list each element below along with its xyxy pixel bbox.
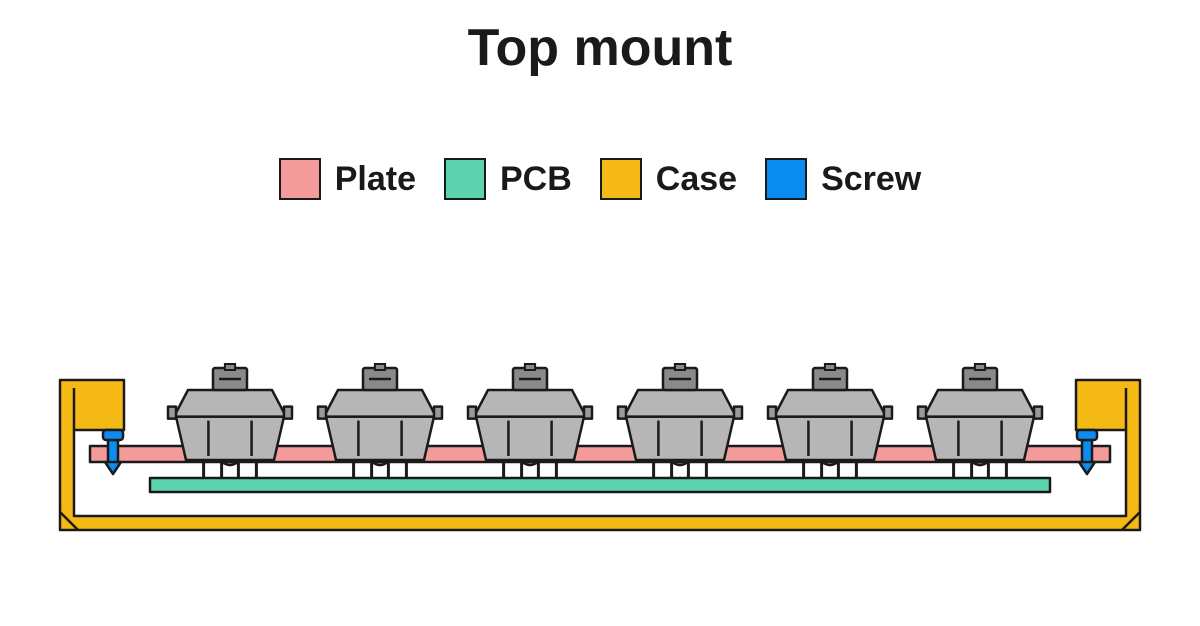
- switch-2: [468, 364, 592, 478]
- legend-item-pcb: PCB: [444, 158, 572, 200]
- switch-5: [918, 364, 1042, 478]
- pcb-swatch: [444, 158, 486, 200]
- legend-item-plate: Plate: [279, 158, 416, 200]
- case-label: Case: [656, 160, 737, 199]
- switch-4: [768, 364, 892, 478]
- switch-3: [618, 364, 742, 478]
- diagram-container: [0, 350, 1200, 550]
- legend-item-case: Case: [600, 158, 737, 200]
- screw-label: Screw: [821, 160, 921, 199]
- legend: Plate PCB Case Screw: [0, 158, 1200, 200]
- mount-diagram: [50, 350, 1150, 550]
- pcb: [150, 478, 1050, 492]
- case-swatch: [600, 158, 642, 200]
- pcb-label: PCB: [500, 160, 572, 199]
- screw-swatch: [765, 158, 807, 200]
- page-title: Top mount: [0, 18, 1200, 78]
- legend-item-screw: Screw: [765, 158, 921, 200]
- switch-1: [318, 364, 442, 478]
- plate-swatch: [279, 158, 321, 200]
- plate-label: Plate: [335, 160, 416, 199]
- switch-0: [168, 364, 292, 478]
